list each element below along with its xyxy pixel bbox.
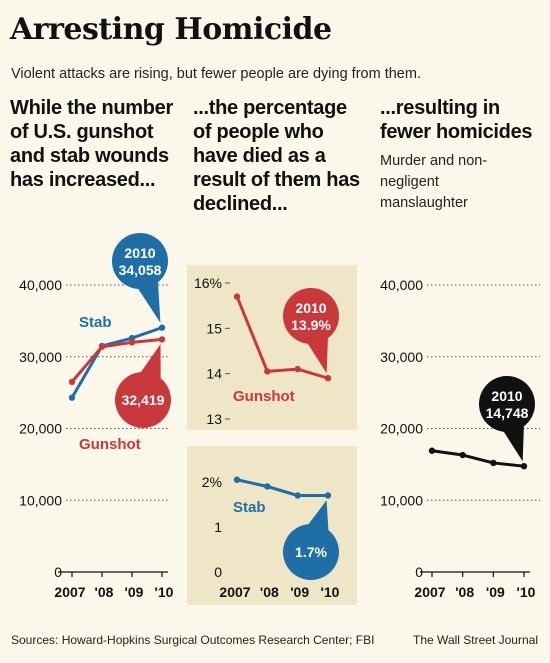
x-tick-label: '08 — [455, 584, 474, 600]
callout-value: 32,419 — [122, 392, 165, 408]
series-label-stab: Stab — [79, 314, 112, 331]
callout-year: 2010 — [491, 388, 522, 404]
y-tick-label: 10,000 — [380, 492, 423, 508]
publisher-credit: The Wall Street Journal — [413, 633, 538, 647]
series-label-gunshot: Gunshot — [79, 436, 141, 453]
data-point — [520, 462, 528, 470]
data-point — [158, 336, 166, 343]
callout-bubble — [283, 500, 339, 581]
data-point — [98, 343, 106, 350]
chart-title: Arresting Homicide — [10, 12, 332, 47]
y-tick-label: 1 — [214, 519, 222, 535]
callout-value: 1.7% — [295, 544, 327, 560]
y-tick-label: 13 — [206, 411, 222, 427]
x-tick-label: 2007 — [54, 584, 85, 600]
data-point — [68, 378, 76, 386]
series-line-stab — [236, 478, 328, 497]
data-point — [233, 293, 241, 300]
callout-bubble — [115, 344, 172, 428]
y-tick-label: 40,000 — [19, 277, 62, 293]
y-tick-label: 20,000 — [380, 421, 423, 437]
x-tick-label: 2007 — [219, 584, 250, 600]
data-point — [490, 459, 497, 467]
callout-bubble — [479, 375, 536, 462]
series-line-gunshot — [70, 337, 163, 383]
y-tick-label: 15 — [206, 320, 222, 336]
series-line-stab — [70, 326, 163, 399]
y-tick-label: 0 — [415, 564, 423, 580]
data-point — [158, 324, 166, 331]
source-note: Sources: Howard-Hopkins Surgical Outcome… — [11, 633, 375, 647]
data-point — [324, 375, 332, 382]
y-tick-label: 30,000 — [19, 349, 62, 365]
callout-value: 14,748 — [486, 405, 529, 421]
x-tick-label: '08 — [260, 584, 279, 600]
data-point — [459, 451, 466, 459]
series-line-homicides — [431, 449, 525, 468]
data-point — [324, 492, 332, 499]
y-tick-label: 20,000 — [19, 421, 62, 437]
column-3-heading: ...resulting in fewer homicides — [380, 97, 533, 143]
callout-year: 2010 — [295, 300, 326, 316]
column-2-heading: ...the percentage of people who have die… — [193, 97, 360, 215]
column-3-subheading: Murder and non-negligent manslaughter — [380, 153, 488, 211]
column-1-heading: While the number of U.S. gunshot and sta… — [10, 97, 173, 191]
series-line-gunshot — [235, 296, 329, 380]
callout-bubble — [283, 288, 339, 374]
data-point — [294, 365, 301, 373]
callout-value: 13.9% — [291, 317, 331, 333]
callout-year: 2010 — [124, 245, 155, 261]
callout-bubble — [111, 233, 168, 323]
y-tick-label: 2% — [202, 474, 222, 490]
data-point — [233, 476, 241, 483]
x-tick-label: '10 — [321, 584, 340, 600]
series-label-stab: Stab — [233, 499, 266, 516]
y-tick-label: 0 — [214, 564, 222, 580]
data-point — [428, 447, 436, 454]
x-tick-label: '09 — [125, 584, 144, 600]
chart-panel-3 — [187, 446, 357, 605]
y-tick-label: 40,000 — [380, 277, 423, 293]
x-tick-label: '08 — [95, 584, 114, 600]
x-tick-label: 2007 — [414, 584, 445, 600]
x-tick-label: '10 — [517, 584, 536, 600]
data-point — [68, 394, 76, 401]
x-tick-label: '09 — [486, 584, 505, 600]
data-point — [128, 339, 136, 346]
y-tick-label: 16% — [194, 275, 222, 291]
x-tick-label: '10 — [155, 584, 174, 600]
data-point — [264, 483, 271, 490]
chart-subtitle: Violent attacks are rising, but fewer pe… — [11, 66, 421, 82]
y-tick-label: 14 — [206, 366, 222, 382]
data-point — [264, 368, 271, 375]
chart-panel-2 — [187, 265, 357, 430]
data-point — [294, 492, 301, 499]
y-tick-label: 30,000 — [380, 349, 423, 365]
callout-value: 34,058 — [119, 262, 162, 278]
y-tick-label: 10,000 — [19, 492, 62, 508]
x-tick-label: '09 — [290, 584, 309, 600]
series-label-gunshot: Gunshot — [233, 388, 295, 405]
